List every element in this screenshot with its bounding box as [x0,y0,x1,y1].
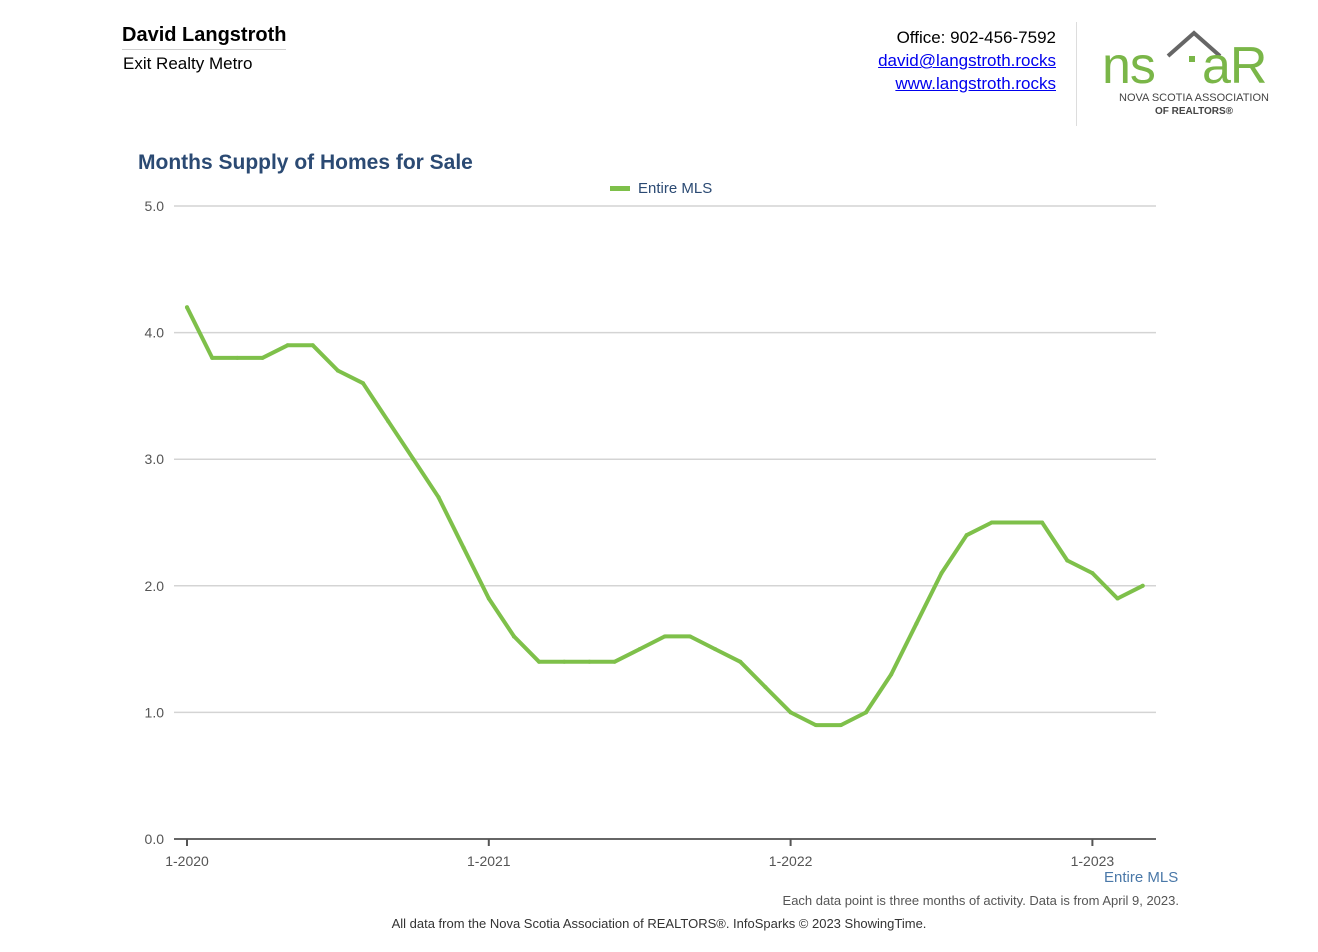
y-tick-label: 3.0 [145,451,165,467]
data-point [612,659,617,664]
y-tick-label: 1.0 [145,704,165,720]
logo-ar-text: aR [1202,37,1266,95]
logo-line2: OF REALTORS® [1155,106,1234,117]
roof-icon [1166,30,1222,58]
y-tick-label: 2.0 [145,578,165,594]
data-point [662,634,667,639]
data-point [461,545,466,550]
data-point [864,710,869,715]
email-link[interactable]: david@langstroth.rocks [878,51,1056,70]
data-point [989,520,994,525]
data-point [713,647,718,652]
data-point [210,355,215,360]
x-tick-label: 1-2020 [165,853,209,869]
data-point [914,621,919,626]
data-point [813,723,818,728]
data-point [486,596,491,601]
data-point [185,305,189,310]
nsar-logo: ns aR NOVA SCOTIA ASSOCIATION OF REALTOR… [1102,30,1269,117]
office-phone: Office: 902-456-7592 [896,28,1056,47]
data-point [285,343,290,348]
chart-legend[interactable]: Entire MLS [610,180,712,197]
y-tick-label: 0.0 [145,831,165,847]
logo-dot [1189,56,1195,62]
data-point [637,647,642,652]
data-point [386,419,391,424]
y-tick-label: 5.0 [145,198,165,214]
data-point [688,634,692,639]
y-tick-label: 4.0 [145,325,165,341]
data-point [361,381,366,386]
data-point [889,672,894,677]
data-point [537,659,542,664]
legend-label: Entire MLS [638,180,713,197]
agent-company: Exit Realty Metro [123,54,253,73]
logo-ns-text: ns [1102,37,1155,95]
data-point [788,710,793,715]
header-divider [1076,22,1077,126]
data-point [511,634,516,639]
data-point [763,685,768,690]
data-point [964,533,969,538]
data-point [1115,596,1120,601]
agent-name: David Langstroth [122,24,287,50]
x-tick-label: 1-2022 [769,853,813,869]
logo-line1: NOVA SCOTIA ASSOCIATION [1119,92,1269,104]
data-point [235,355,240,360]
data-point [1014,520,1019,525]
series-label: Entire MLS [1104,869,1179,886]
data-point [310,343,315,348]
data-point [260,355,265,360]
data-point [738,659,743,664]
chart-title: Months Supply of Homes for Sale [138,151,473,174]
data-source: All data from the Nova Scotia Associatio… [391,916,927,931]
data-point [335,368,340,373]
data-point [1065,558,1070,563]
series-line-entire-mls [185,305,1145,728]
data-point [1090,571,1095,576]
data-point [939,571,944,576]
data-point [436,495,441,500]
data-point [1040,520,1045,525]
data-point [411,457,416,462]
data-point [1140,583,1145,588]
website-link[interactable]: www.langstroth.rocks [895,74,1056,93]
contact-block: Office: 902-456-7592 david@langstroth.ro… [878,26,1056,95]
x-tick-label: 1-2023 [1071,853,1115,869]
data-footnote: Each data point is three months of activ… [782,893,1179,908]
x-tick-label: 1-2021 [467,853,511,869]
data-point [562,659,567,664]
data-point [838,723,843,728]
data-point [587,659,592,664]
legend-swatch [610,186,630,191]
